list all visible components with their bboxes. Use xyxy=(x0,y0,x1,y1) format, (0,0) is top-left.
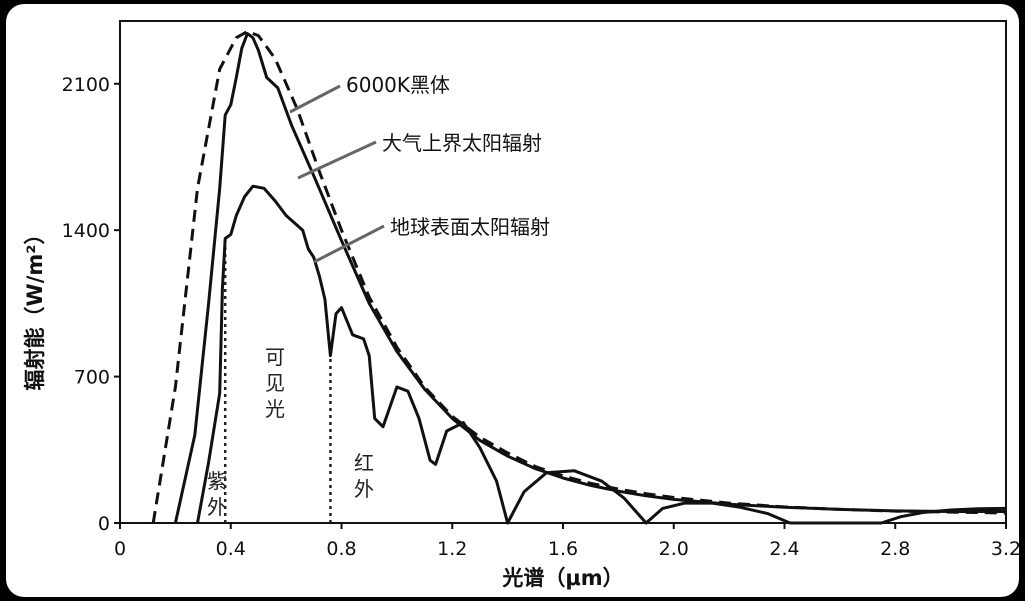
x-axis-ticks: 0 0.4 0.8 1.2 1.6 2.0 2.4 2.8 3.2 xyxy=(114,523,1019,560)
x-tick-label: 1.2 xyxy=(437,538,467,560)
leader-surface xyxy=(313,224,385,264)
leader-lines xyxy=(289,84,385,264)
leader-blackbody xyxy=(289,84,341,114)
x-tick-label: 0 xyxy=(114,538,126,560)
y-tick-label: 1400 xyxy=(62,220,110,242)
label-top-atmosphere: 大气上界太阳辐射 xyxy=(382,131,542,155)
plot-frame xyxy=(119,20,1007,524)
label-uv-2: 外 xyxy=(207,495,227,519)
x-tick-label: 2.0 xyxy=(659,538,689,560)
x-tick-label: 3.2 xyxy=(991,538,1019,560)
label-ir-2: 外 xyxy=(354,477,374,501)
y-tick-label: 700 xyxy=(74,367,110,389)
x-tick-label: 2.8 xyxy=(880,538,910,560)
x-tick-label: 0.8 xyxy=(326,538,356,560)
label-visible-3: 光 xyxy=(265,397,285,421)
solar-spectrum-chart: 0 0.4 0.8 1.2 1.6 2.0 2.4 2.8 3.2 0 700 1400 2100 6… xyxy=(23,20,1019,590)
label-visible-1: 可 xyxy=(265,345,285,369)
series-line-3 xyxy=(196,184,1007,525)
x-axis-title: 光谱（μm） xyxy=(501,566,623,590)
y-axis-ticks: 0 700 1400 2100 xyxy=(62,74,120,535)
y-tick-label: 0 xyxy=(98,513,110,535)
y-axis-title: 辐射能（W/m²） xyxy=(23,224,47,391)
y-tick-label: 2100 xyxy=(62,74,110,96)
x-tick-label: 2.4 xyxy=(769,538,799,560)
label-visible-2: 见 xyxy=(265,371,285,395)
label-ir-1: 红 xyxy=(354,451,374,475)
series-line-1 xyxy=(151,30,1007,524)
x-tick-label: 0.4 xyxy=(216,538,246,560)
chart-frame: 0 0.4 0.8 1.2 1.6 2.0 2.4 2.8 3.2 0 700 1400 2100 6… xyxy=(6,4,1019,597)
label-blackbody: 6000K黑体 xyxy=(346,73,450,97)
x-tick-label: 1.6 xyxy=(548,538,578,560)
label-surface: 地球表面太阳辐射 xyxy=(390,215,550,239)
label-uv-1: 紫 xyxy=(207,469,227,493)
plot-border xyxy=(119,20,1007,524)
leader-top-atmosphere xyxy=(297,140,377,180)
series-group xyxy=(151,30,1007,525)
region-boundaries xyxy=(223,238,332,523)
